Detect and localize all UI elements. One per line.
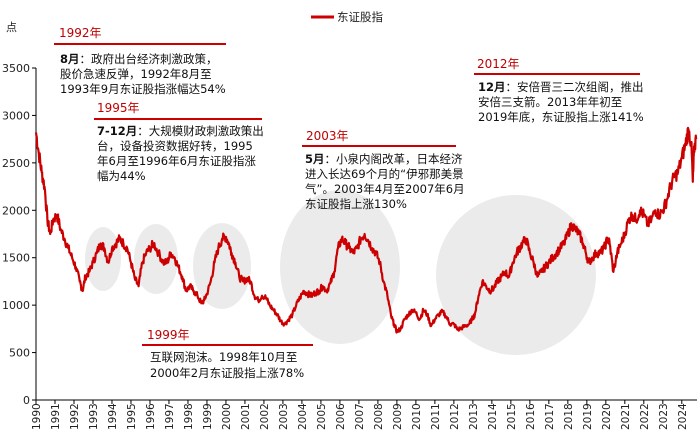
x-tick-label: 2015 [506, 403, 518, 430]
legend-label: 东证股指 [337, 10, 383, 24]
x-tick-label: 2018 [563, 403, 575, 430]
x-tick-label: 2005 [316, 403, 328, 430]
x-tick-label: 2019 [582, 403, 594, 430]
annotation-line: 2019年底，东证股指上涨141% [478, 110, 644, 124]
x-tick-label: 1995 [126, 403, 138, 430]
annotation-line: 幅为44% [97, 169, 146, 183]
annotation-text: ：政府出台经济刺激政策， [80, 52, 218, 66]
annotation-1992: 1992年 8月：政府出台经济刺激政策， 股价急速反弹，1992年8月至 199… [54, 26, 226, 96]
x-tick-label: 2009 [392, 403, 404, 430]
x-tick-label: 2020 [601, 403, 613, 430]
x-tick-label: 2007 [354, 403, 366, 430]
y-tick-label: 1000 [2, 299, 30, 312]
x-tick-label: 2000 [221, 403, 233, 430]
x-tick-label: 2001 [240, 403, 252, 430]
x-tick-label: 2014 [487, 403, 499, 430]
x-tick-label: 2021 [620, 403, 632, 430]
x-tick-label: 2008 [373, 403, 385, 430]
y-tick-label: 500 [9, 347, 30, 360]
x-tick-label: 2003 [278, 403, 290, 430]
annotation-bold: 7-12月 [97, 124, 137, 138]
x-tick-label: 2012 [449, 403, 461, 430]
annotation-year: 2012年 [477, 57, 520, 71]
x-tick-label: 2023 [658, 403, 670, 430]
y-tick-label: 0 [23, 394, 30, 407]
x-tick-label: 1997 [164, 403, 176, 430]
y-tick-label: 3500 [2, 62, 30, 75]
annotation-line: 年6月至1996年6月东证股指涨 [97, 154, 256, 168]
highlight-circle-1993 [85, 227, 121, 291]
annotation-line: 进入长达69个月的“伊邪那美景 [305, 167, 464, 181]
x-ticks: 1990 1991 1992 1993 1994 1995 1996 1997 1998 1999… [31, 400, 689, 430]
annotation-1999: 1999年 互联网泡沫。1998年10月至 2000年2月东证股指上涨78% [142, 328, 313, 380]
annotation-line: 安倍三支箭。2013年年初至 [478, 95, 622, 109]
y-ticks: 0 500 1000 1500 2000 2500 3000 3500 [2, 62, 36, 407]
highlight-circle-2013 [436, 195, 596, 355]
x-tick-label: 1990 [31, 403, 43, 430]
annotation-line: 东证股指上涨130% [305, 197, 407, 211]
annotation-line: 台，设备投资数据好转，1995 [97, 139, 253, 153]
annotation-line: 1993年9月东证股指涨幅达54% [60, 82, 226, 96]
y-tick-label: 2500 [2, 157, 30, 170]
x-tick-label: 1998 [183, 403, 195, 430]
annotation-line: 12月：安倍晋三二次组阁，推出 [478, 80, 644, 94]
annotation-line: 互联网泡沫。1998年10月至 [150, 350, 297, 364]
x-tick-label: 1992 [69, 403, 81, 430]
y-tick-label: 1500 [2, 252, 30, 265]
x-tick-label: 2004 [297, 403, 309, 430]
annotation-line: 股价急速反弹，1992年8月至 [60, 67, 212, 81]
annotation-bold: 5月 [305, 152, 325, 166]
legend: 东证股指 [311, 10, 383, 24]
x-tick-label: 1996 [145, 403, 157, 430]
x-tick-label: 2011 [430, 403, 442, 430]
x-tick-label: 1994 [107, 403, 119, 430]
annotation-bold: 8月 [60, 52, 80, 66]
annotation-line: 气”。2003年4月至2007年6月 [305, 182, 465, 196]
annotation-line: 8月：政府出台经济刺激政策， [60, 52, 218, 66]
x-tick-label: 1993 [88, 403, 100, 430]
y-axis-unit: 点 [6, 21, 17, 34]
annotation-year: 2003年 [306, 129, 349, 143]
annotation-line: 5月：小泉内阁改革，日本经济 [305, 152, 463, 166]
annotation-2003: 2003年 5月：小泉内阁改革，日本经济 进入长达69个月的“伊邪那美景 气”。… [302, 129, 465, 211]
annotation-text: ：小泉内阁改革，日本经济 [325, 152, 463, 166]
highlight-circle-2003 [280, 190, 400, 344]
annotation-line: 2000年2月东证股指上涨78% [150, 366, 304, 380]
y-tick-label: 3000 [2, 109, 30, 122]
x-tick-label: 2016 [525, 403, 537, 430]
highlight-circle-1995 [134, 224, 178, 294]
x-tick-label: 2010 [411, 403, 423, 430]
series-line-tokyo-index [34, 126, 698, 334]
annotation-1995: 1995年 7-12月：大规模财政刺激政策出 台，设备投资数据好转，1995 年… [94, 101, 264, 183]
x-tick-label: 2006 [335, 403, 347, 430]
annotation-year: 1995年 [97, 101, 140, 115]
annotation-2012: 2012年 12月：安倍晋三二次组阁，推出 安倍三支箭。2013年年初至 201… [474, 57, 644, 124]
annotation-bold: 12月 [478, 80, 506, 94]
annotation-text: ：大规模财政刺激政策出 [137, 124, 264, 138]
y-tick-label: 2000 [2, 204, 30, 217]
x-tick-label: 2017 [544, 403, 556, 430]
annotation-text: ：安倍晋三二次组阁，推出 [506, 80, 644, 94]
x-tick-label: 1991 [50, 403, 62, 430]
annotation-year: 1992年 [59, 26, 102, 40]
x-tick-label: 2022 [639, 403, 651, 430]
x-tick-label: 2024 [677, 403, 689, 430]
x-tick-label: 1999 [202, 403, 214, 430]
annotation-year: 1999年 [147, 328, 190, 342]
x-tick-label: 2002 [259, 403, 271, 430]
annotation-line: 7-12月：大规模财政刺激政策出 [97, 124, 264, 138]
x-tick-label: 2013 [468, 403, 480, 430]
